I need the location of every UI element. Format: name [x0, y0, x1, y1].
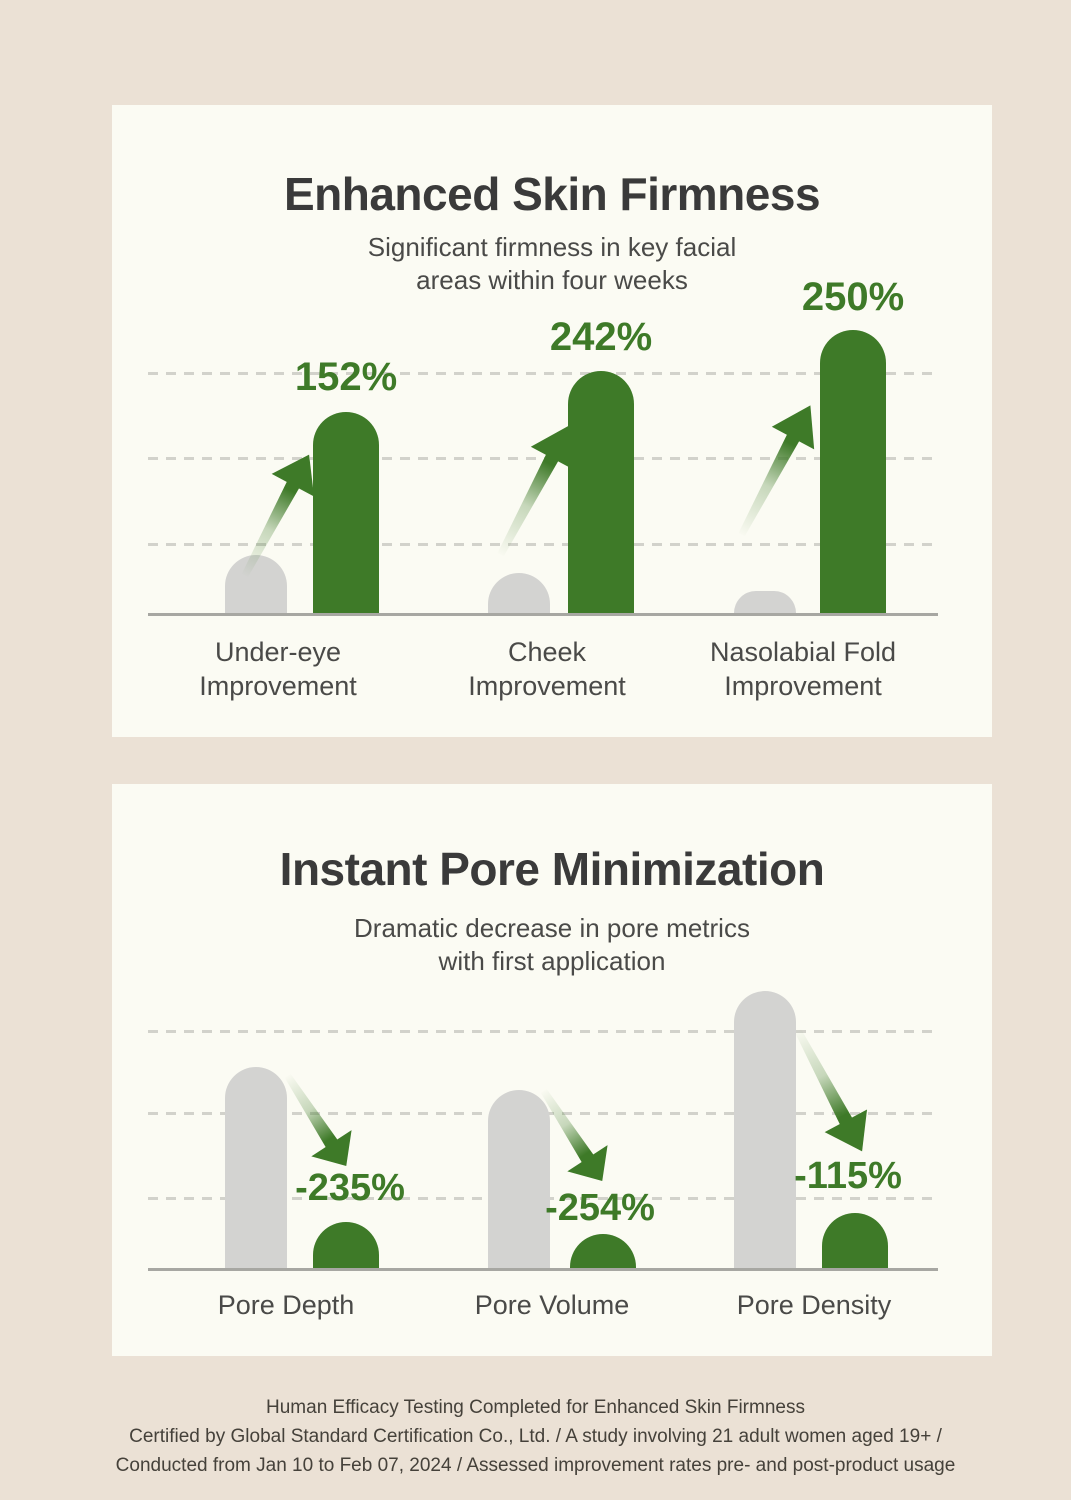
category-label: Pore Volume — [474, 1290, 630, 1320]
footnote-line: Certified by Global Standard Certificati… — [129, 1426, 942, 1447]
value-label: 250% — [801, 275, 905, 319]
subtitle-line: Dramatic decrease in pore metrics — [354, 913, 750, 943]
firmness-card-subtitle: Significant firmness in key facial areas… — [112, 231, 992, 297]
gridline — [148, 543, 938, 546]
pore-bar-chart: -235% -254% -115% Pore Depth Pore Volume Pore… — [112, 784, 992, 1356]
bar-after — [568, 371, 634, 613]
value-label: 152% — [294, 355, 398, 399]
bar-after — [313, 412, 379, 613]
category-label: Cheek Improvement — [468, 637, 626, 701]
value-label: -115% — [794, 1155, 902, 1197]
value-label: -254% — [545, 1187, 655, 1229]
firmness-card: Enhanced Skin Firmness Significant firmn… — [112, 105, 992, 737]
study-footnote: Human Efficacy Testing Completed for Enh… — [0, 1393, 1071, 1480]
bar-before — [734, 991, 796, 1268]
bar-before — [734, 591, 796, 613]
category-label: Pore Density — [736, 1290, 892, 1320]
chart-plot: 152% 242% 250% — [148, 275, 938, 616]
trend-up-arrow-icon — [738, 405, 815, 537]
bar-after — [570, 1234, 636, 1268]
footnote-line: Human Efficacy Testing Completed for Enh… — [266, 1397, 805, 1418]
value-label: -235% — [295, 1167, 405, 1209]
gridline — [148, 372, 938, 375]
bar-before — [488, 1090, 550, 1268]
category-label: Nasolabial Fold Improvement — [709, 637, 897, 701]
trend-down-arrow-icon — [540, 1089, 608, 1182]
firmness-bar-chart: 152% 242% 250% Under-eye Improvement Cheek I… — [112, 105, 992, 737]
bar-after — [822, 1213, 888, 1268]
trend-down-arrow-icon — [284, 1074, 352, 1167]
firmness-card-title: Enhanced Skin Firmness — [283, 168, 821, 220]
trend-up-arrow-icon — [241, 454, 315, 577]
pore-card-subtitle: Dramatic decrease in pore metrics with f… — [112, 912, 992, 978]
category-label: Pore Depth — [217, 1290, 355, 1320]
gridline — [148, 457, 938, 460]
bar-after — [820, 330, 886, 613]
bar-before — [225, 1067, 287, 1268]
gridline — [148, 1030, 938, 1033]
category-label: Under-eye Improvement — [199, 637, 357, 701]
pore-card: Instant Pore Minimization Dramatic decre… — [112, 784, 992, 1356]
trend-down-arrow-icon — [794, 1029, 868, 1152]
bar-before — [225, 555, 287, 613]
chart-plot: -235% -254% -115% — [148, 968, 938, 1271]
value-label: 242% — [549, 315, 653, 359]
footnote-line: Conducted from Jan 10 to Feb 07, 2024 / … — [115, 1455, 956, 1476]
pore-card-title: Instant Pore Minimization — [279, 843, 825, 895]
subtitle-line: with first application — [438, 946, 666, 976]
subtitle-line: areas within four weeks — [416, 265, 688, 295]
bar-before — [488, 573, 550, 613]
bar-after — [313, 1222, 379, 1268]
trend-up-arrow-icon — [497, 425, 574, 557]
subtitle-line: Significant firmness in key facial — [367, 232, 737, 262]
